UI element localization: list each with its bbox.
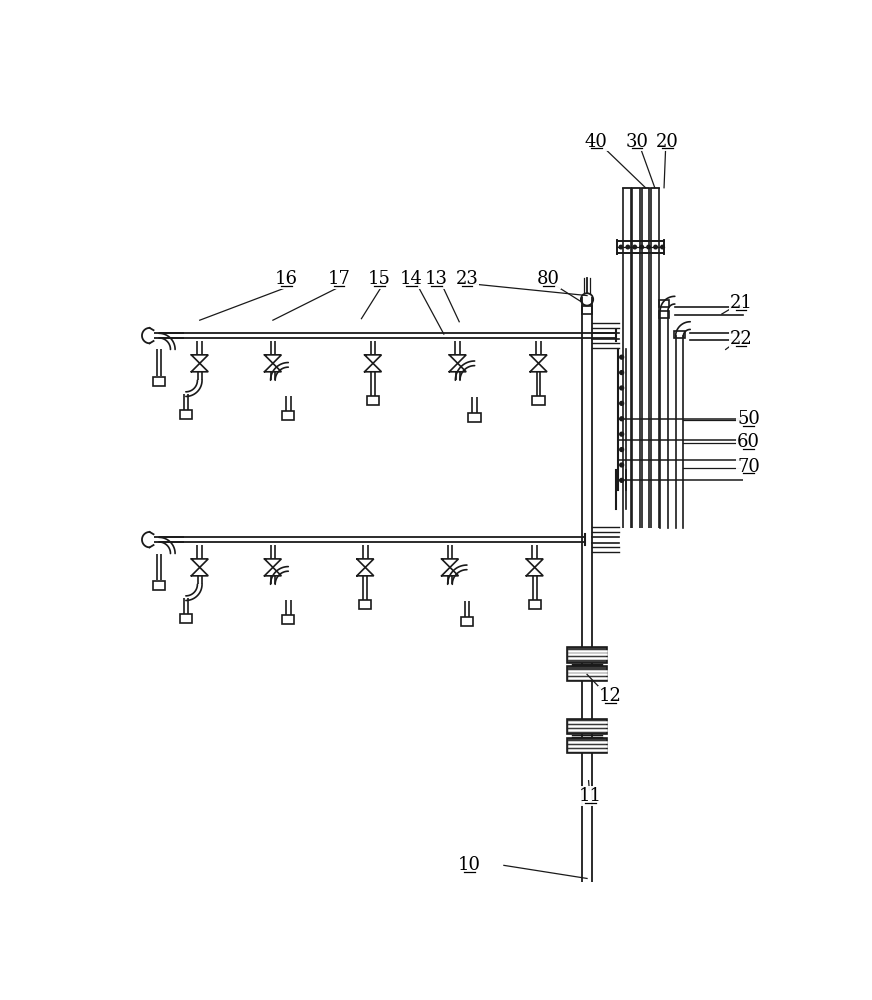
- Text: 22: 22: [730, 330, 753, 348]
- Circle shape: [620, 401, 623, 405]
- Bar: [359, 600, 371, 609]
- Bar: [283, 411, 295, 420]
- Bar: [468, 413, 480, 422]
- Text: 20: 20: [656, 133, 678, 151]
- Text: 13: 13: [425, 270, 447, 288]
- Circle shape: [647, 245, 651, 249]
- Circle shape: [620, 371, 623, 374]
- Circle shape: [619, 245, 623, 249]
- Bar: [674, 331, 685, 338]
- Text: 40: 40: [585, 133, 608, 151]
- Text: 80: 80: [537, 270, 560, 288]
- Circle shape: [620, 355, 623, 359]
- Text: 12: 12: [599, 687, 622, 705]
- Circle shape: [620, 417, 623, 421]
- Bar: [180, 410, 192, 419]
- Bar: [153, 377, 165, 386]
- Bar: [283, 615, 295, 624]
- Circle shape: [620, 432, 623, 436]
- Circle shape: [661, 245, 664, 249]
- Text: 10: 10: [458, 856, 480, 874]
- Text: 15: 15: [368, 270, 391, 288]
- Bar: [180, 614, 192, 623]
- Text: 23: 23: [455, 270, 479, 288]
- Circle shape: [633, 245, 637, 249]
- Text: 14: 14: [400, 270, 423, 288]
- Text: 11: 11: [579, 787, 602, 805]
- Text: 50: 50: [738, 410, 760, 428]
- Bar: [528, 600, 541, 609]
- Bar: [567, 719, 607, 734]
- Text: 17: 17: [328, 270, 351, 288]
- Bar: [567, 666, 607, 681]
- Circle shape: [620, 478, 623, 482]
- Bar: [567, 738, 607, 753]
- Circle shape: [620, 448, 623, 451]
- Circle shape: [640, 245, 644, 249]
- Bar: [153, 581, 165, 590]
- Circle shape: [620, 463, 623, 467]
- Circle shape: [654, 245, 657, 249]
- Bar: [658, 300, 670, 307]
- Bar: [567, 647, 607, 663]
- Text: 16: 16: [276, 270, 298, 288]
- Circle shape: [620, 386, 623, 390]
- Bar: [367, 396, 379, 405]
- Bar: [460, 617, 473, 626]
- Text: 60: 60: [737, 433, 760, 451]
- Text: 70: 70: [738, 458, 760, 476]
- Circle shape: [626, 245, 630, 249]
- Text: 21: 21: [730, 294, 753, 312]
- Bar: [533, 396, 545, 405]
- Bar: [658, 311, 670, 318]
- Bar: [582, 306, 592, 314]
- Text: 30: 30: [625, 133, 649, 151]
